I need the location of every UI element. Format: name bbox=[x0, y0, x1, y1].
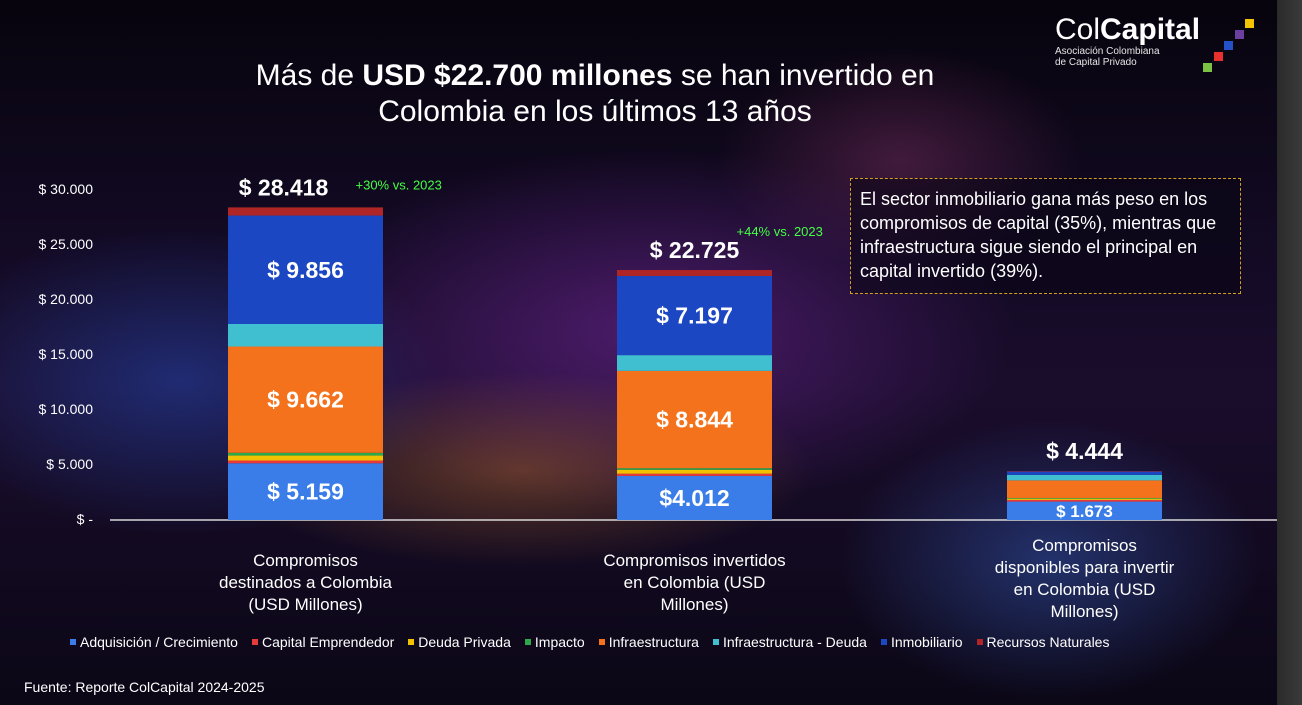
logo-subtitle-line1: Asociación Colombiana bbox=[1055, 46, 1160, 57]
y-tick-label: $ 10.000 bbox=[39, 401, 94, 417]
bar-segment bbox=[1007, 474, 1162, 481]
legend-swatch bbox=[524, 639, 531, 645]
segment-value-label: $4.012 bbox=[659, 485, 729, 511]
legend-item: Infraestructura bbox=[598, 634, 699, 650]
window-edge bbox=[1277, 0, 1302, 705]
logo-square-blue bbox=[1224, 41, 1233, 50]
y-tick-label: $ 15.000 bbox=[39, 346, 94, 362]
bar-segment bbox=[617, 468, 772, 470]
legend-item: Recursos Naturales bbox=[976, 634, 1110, 650]
legend-label: Infraestructura - Deuda bbox=[722, 634, 867, 650]
legend-label: Capital Emprendedor bbox=[261, 634, 395, 650]
legend-label: Deuda Privada bbox=[418, 634, 511, 650]
segment-value-label: $ 9.662 bbox=[267, 387, 344, 413]
bar-segment bbox=[617, 370, 772, 469]
legend-item: Adquisición / Crecimiento bbox=[70, 634, 238, 650]
legend-item: Capital Emprendedor bbox=[251, 634, 395, 650]
title-pre: Más de bbox=[255, 59, 363, 92]
bar-segment bbox=[228, 207, 383, 216]
bar-segment bbox=[617, 475, 772, 520]
category-label: Compromisos destinados a Colombia (USD M… bbox=[219, 551, 392, 614]
bar-segment bbox=[1007, 471, 1162, 475]
bar-segment bbox=[617, 469, 772, 474]
bar-segment bbox=[1007, 480, 1162, 498]
logo-subtitle-line2: de Capital Privado bbox=[1055, 57, 1137, 68]
segment-value-label: $ 8.844 bbox=[656, 407, 733, 433]
bar-segment bbox=[617, 275, 772, 356]
bar-segment bbox=[228, 323, 383, 347]
title-post: se han invertido en bbox=[672, 59, 935, 92]
segment-value-label: $ 7.197 bbox=[656, 303, 733, 329]
source-note: Fuente: Reporte ColCapital 2024-2025 bbox=[24, 679, 265, 695]
y-tick-label: $ 25.000 bbox=[39, 236, 94, 252]
title-line2: Colombia en los últimos 13 años bbox=[378, 95, 812, 128]
bar-segment bbox=[617, 270, 772, 276]
legend-item: Deuda Privada bbox=[408, 634, 511, 650]
slide-title: Más de USD $22.700 millones se han inver… bbox=[180, 58, 1010, 130]
bar-segment bbox=[617, 355, 772, 371]
legend-swatch bbox=[251, 639, 258, 645]
growth-label: +30% vs. 2023 bbox=[356, 177, 442, 192]
chart-legend: Adquisición / Crecimiento Capital Emprend… bbox=[70, 634, 1109, 650]
logo-name-bold: Capital bbox=[1100, 13, 1201, 46]
bar-segment bbox=[228, 463, 383, 520]
bar-segment bbox=[1007, 499, 1162, 502]
legend-item: Impacto bbox=[524, 634, 585, 650]
bar-segment bbox=[1007, 497, 1162, 499]
logo-square-green bbox=[1203, 63, 1212, 72]
bar-total-label: $ 28.418 bbox=[239, 174, 329, 200]
y-tick-label: $ - bbox=[77, 511, 94, 527]
logo-square-purple bbox=[1235, 30, 1244, 39]
bar-segment bbox=[228, 346, 383, 453]
bar-segment bbox=[228, 460, 383, 464]
bar-segment bbox=[228, 215, 383, 324]
bar-total-label: $ 22.725 bbox=[650, 237, 740, 263]
segment-value-label: $ 5.159 bbox=[267, 479, 344, 505]
bar-total-label: $ 4.444 bbox=[1046, 438, 1123, 464]
colcapital-logo: ColCapital Asociación Colombiana de Capi… bbox=[1055, 13, 1201, 69]
bar-segment bbox=[228, 452, 383, 456]
bar-segment bbox=[1007, 501, 1162, 520]
logo-square-red bbox=[1214, 52, 1223, 61]
y-tick-label: $ 20.000 bbox=[39, 291, 94, 307]
y-tick-label: $ 30.000 bbox=[39, 181, 94, 197]
legend-swatch bbox=[598, 639, 605, 645]
y-tick-label: $ 5.000 bbox=[46, 456, 93, 472]
legend-label: Inmobiliario bbox=[890, 634, 963, 650]
bar-segment bbox=[1007, 498, 1162, 500]
title-bold: USD $22.700 millones bbox=[362, 59, 673, 92]
insight-callout: El sector inmobiliario gana más peso en … bbox=[850, 178, 1241, 294]
legend-item: Infraestructura - Deuda bbox=[712, 634, 867, 650]
legend-label: Infraestructura bbox=[608, 634, 699, 650]
bar-segment bbox=[617, 473, 772, 476]
segment-value-label: $ 1.673 bbox=[1056, 502, 1113, 521]
legend-item: Inmobiliario bbox=[880, 634, 963, 650]
legend-swatch bbox=[408, 639, 415, 645]
growth-label: +44% vs. 2023 bbox=[737, 224, 823, 239]
legend-swatch bbox=[712, 639, 719, 645]
segment-value-label: $ 9.856 bbox=[267, 257, 344, 283]
category-label: Compromisos disponibles para invertir en… bbox=[994, 536, 1175, 621]
bar-segment bbox=[228, 455, 383, 461]
logo-square-yellow bbox=[1245, 19, 1254, 28]
legend-label: Impacto bbox=[534, 634, 585, 650]
category-label: Compromisos invertidos en Colombia (USD … bbox=[603, 551, 786, 614]
legend-swatch bbox=[976, 639, 983, 645]
legend-label: Adquisición / Crecimiento bbox=[80, 634, 238, 650]
logo-name-light: Col bbox=[1055, 13, 1101, 46]
legend-label: Recursos Naturales bbox=[986, 634, 1110, 650]
legend-swatch bbox=[70, 639, 76, 645]
legend-swatch bbox=[880, 639, 887, 645]
